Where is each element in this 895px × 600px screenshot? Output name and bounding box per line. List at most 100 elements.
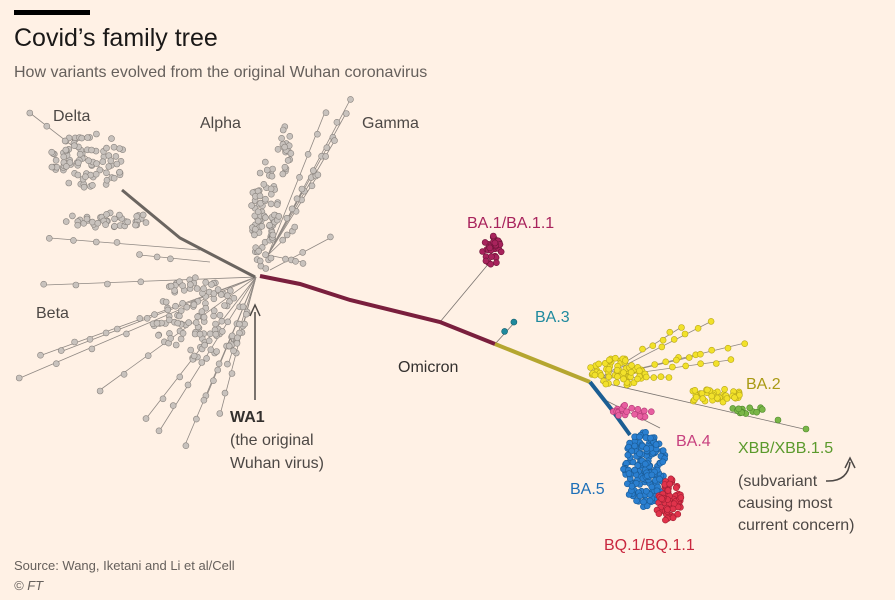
ba2-node <box>614 373 621 380</box>
beta-node <box>71 338 78 346</box>
ba2-node <box>595 360 603 368</box>
ba2-node <box>662 358 670 366</box>
ba2-node <box>731 394 738 401</box>
delta-node <box>93 160 100 167</box>
xbb-node <box>802 425 810 433</box>
beta-node <box>86 335 94 343</box>
beta-node <box>202 278 209 286</box>
gamma-node <box>291 223 299 231</box>
ba4-node <box>647 408 655 416</box>
ba5-node <box>659 447 667 454</box>
ba2-node <box>669 363 676 371</box>
ba5-node <box>636 433 643 441</box>
lineage-node <box>153 253 161 261</box>
delta-node <box>63 163 70 170</box>
ba2-node <box>587 364 594 371</box>
beta-node <box>159 395 167 403</box>
label-omicron: Omicron <box>398 359 458 376</box>
ba2-node <box>657 373 665 381</box>
xbb-node <box>774 416 782 424</box>
ba4-node <box>634 405 642 413</box>
delta-node <box>78 134 85 142</box>
ba2-node <box>665 374 673 381</box>
beta-node <box>52 360 60 368</box>
delta-node <box>96 166 104 174</box>
lineage-node <box>133 213 140 220</box>
beta-node <box>230 347 237 355</box>
ba2-node <box>651 361 659 368</box>
ba2-node <box>670 336 678 343</box>
beta-node <box>216 410 224 417</box>
ba4-node <box>636 413 644 420</box>
ba2-node <box>613 366 621 374</box>
beta-node <box>15 374 23 382</box>
delta-node <box>103 144 110 152</box>
beta-node-branch <box>44 276 257 286</box>
ba2-node <box>659 336 667 344</box>
bq1-node <box>677 494 685 501</box>
ba2-node <box>712 360 720 367</box>
beta-node <box>239 303 247 311</box>
beta-node <box>200 285 207 293</box>
beta-node <box>214 286 222 293</box>
beta-node <box>114 325 121 333</box>
ba5-node <box>642 487 650 495</box>
ba2-node <box>724 344 732 352</box>
delta-node <box>65 179 73 187</box>
ba5-node <box>631 466 638 474</box>
ba2-node <box>708 392 716 400</box>
delta-node <box>60 153 68 161</box>
ba2-node <box>642 373 650 381</box>
ba3-node <box>501 328 508 335</box>
gamma-node <box>331 137 338 144</box>
alpha-node <box>252 226 259 233</box>
ba2-node <box>597 372 605 379</box>
beta-node <box>210 377 217 385</box>
copyright: © FT <box>14 578 44 593</box>
ba2-node <box>666 328 674 336</box>
lineage-node <box>103 211 110 218</box>
ba2-trunk <box>494 342 591 384</box>
ba5-node <box>624 451 632 459</box>
beta-node <box>72 281 80 289</box>
delta-node <box>112 153 120 160</box>
beta-node <box>176 373 184 381</box>
beta-node <box>120 370 128 378</box>
alpha-node <box>248 202 255 209</box>
lineage-node <box>83 215 91 223</box>
beta-node <box>234 334 241 342</box>
beta-node <box>164 306 172 314</box>
beta-node <box>153 319 161 327</box>
beta-node <box>210 290 218 297</box>
delta-node <box>92 170 100 178</box>
beta-node <box>171 287 178 294</box>
beta-node <box>207 346 215 354</box>
beta-node <box>88 345 96 353</box>
gamma-node <box>322 153 330 160</box>
delta-node <box>116 168 123 176</box>
ba2-node <box>678 324 685 331</box>
lineage-node <box>74 221 81 229</box>
alpha-node <box>262 214 269 221</box>
label-bq1: BQ.1/BQ.1.1 <box>604 537 695 554</box>
xbb-note-line2: causing most <box>738 495 833 512</box>
beta-node <box>172 302 179 310</box>
ba2-node <box>605 365 613 373</box>
bq1-node <box>669 514 677 522</box>
lineage-node <box>89 218 96 226</box>
beta-node <box>184 381 192 389</box>
ba5-node <box>642 428 649 436</box>
ba4-node <box>628 404 636 412</box>
source-note: Source: Wang, Iketani and Li et al/Cell <box>14 558 235 573</box>
ba2-node <box>650 374 658 381</box>
beta-node <box>219 328 226 335</box>
ba4-node <box>615 412 622 419</box>
bq1-node <box>674 510 682 518</box>
header-rule <box>14 10 90 15</box>
bq1-node <box>658 495 666 503</box>
delta-node <box>48 163 56 171</box>
beta-node <box>198 359 206 366</box>
label-alpha: Alpha <box>200 115 241 132</box>
beta-node <box>190 301 198 309</box>
delta-node <box>84 134 91 141</box>
